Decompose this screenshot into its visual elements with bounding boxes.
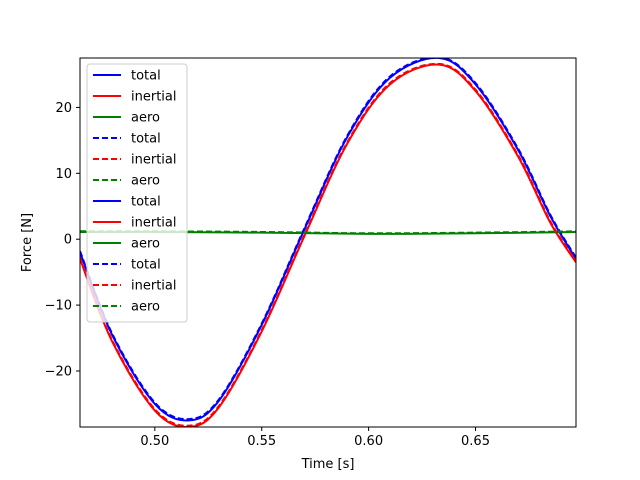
legend-label: inertial (131, 153, 176, 168)
legend-entry: aero (93, 237, 160, 252)
legend-label: aero (131, 174, 160, 189)
y-tick-label: 0 (64, 233, 72, 248)
series-line-5 (80, 62, 576, 427)
axes-frame (79, 57, 577, 428)
legend-entry: inertial (93, 90, 176, 105)
y-tick-label: −10 (45, 299, 72, 314)
legend-label: inertial (131, 216, 176, 231)
legend-entry: total (93, 132, 161, 147)
legend-entry: aero (93, 300, 160, 315)
legend-label: total (131, 69, 161, 84)
legend-label: total (131, 132, 161, 147)
legend-entry: total (93, 195, 161, 210)
x-axis-label: Time [s] (301, 457, 355, 472)
legend: total inertial aero total inertial aero total i… (86, 63, 188, 323)
legend-label: inertial (131, 90, 176, 105)
legend-entry: total (93, 69, 161, 84)
y-tick-label: −20 (45, 364, 72, 379)
legend-entry: aero (93, 174, 160, 189)
x-tick-label: 0.60 (354, 434, 383, 449)
x-tick-label: 0.65 (461, 434, 490, 449)
legend-entry: aero (93, 111, 160, 126)
series-line-4 (80, 58, 576, 421)
x-axis-ticks: 0.50 0.55 0.60 0.65 (140, 427, 490, 449)
legend-label: inertial (131, 279, 176, 294)
legend-label: aero (131, 111, 160, 126)
legend-entry: inertial (93, 153, 176, 168)
x-tick-label: 0.50 (140, 434, 169, 449)
legend-box (86, 63, 188, 323)
legend-entry: total (93, 258, 161, 273)
legend-label: aero (131, 237, 160, 252)
legend-label: total (131, 195, 161, 210)
x-tick-label: 0.55 (247, 434, 276, 449)
legend-entry: inertial (93, 279, 176, 294)
y-tick-label: 20 (55, 101, 72, 116)
legend-label: total (131, 258, 161, 273)
legend-label: aero (131, 300, 160, 315)
y-axis-ticks: −20 −10 0 10 20 (45, 101, 80, 379)
y-tick-label: 10 (55, 167, 72, 182)
legend-entry: inertial (93, 216, 176, 231)
y-axis-label: Force [N] (20, 213, 35, 272)
